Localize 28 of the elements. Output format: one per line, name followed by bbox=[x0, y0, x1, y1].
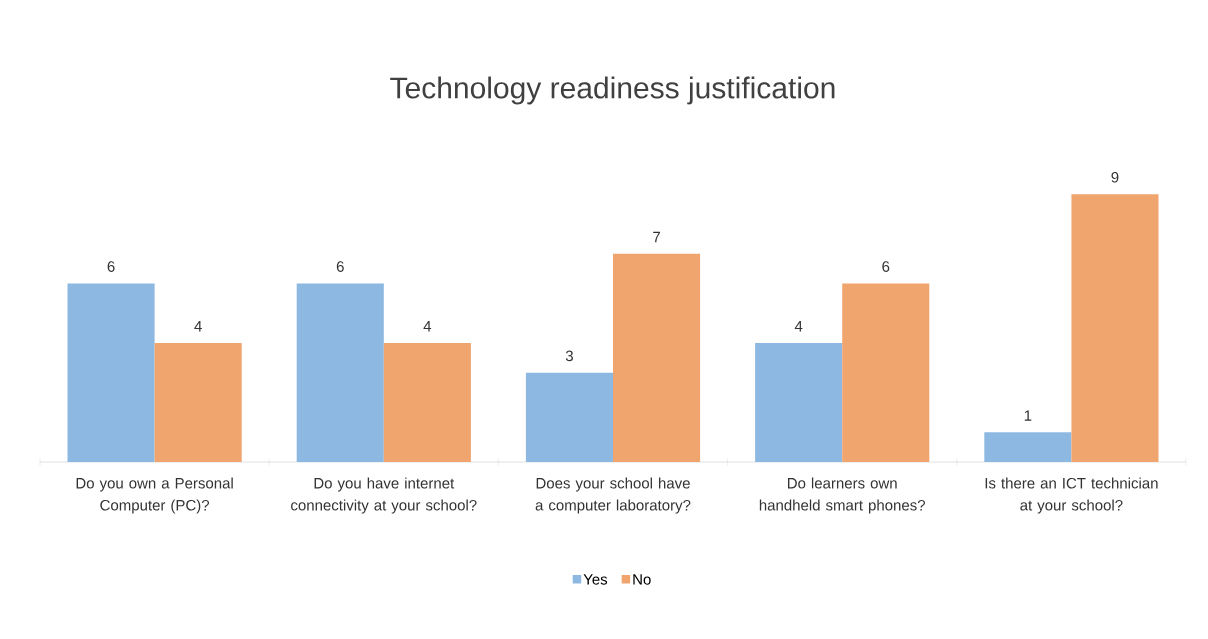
bar bbox=[984, 432, 1072, 462]
data-label: 3 bbox=[565, 350, 573, 362]
bar bbox=[383, 342, 471, 462]
data-label: 6 bbox=[882, 261, 890, 272]
bar bbox=[613, 253, 701, 462]
bar bbox=[755, 342, 843, 462]
bar bbox=[296, 283, 384, 462]
x-tick-label: Do you have internet connectivity at your school? bbox=[291, 477, 477, 514]
bar bbox=[154, 342, 242, 462]
data-label: 4 bbox=[794, 321, 803, 332]
bar bbox=[842, 283, 930, 462]
bar bbox=[525, 372, 613, 462]
x-tick-label: Do learners own handheld smart phones? bbox=[759, 477, 925, 514]
data-label: 6 bbox=[336, 261, 344, 272]
data-label: 6 bbox=[107, 261, 115, 272]
x-tick-label: Is there an ICT technician at your school? bbox=[985, 477, 1158, 514]
data-label: 4 bbox=[423, 321, 432, 332]
legend-label: Yes bbox=[583, 574, 608, 585]
data-label: 9 bbox=[1111, 172, 1119, 183]
data-label: 1 bbox=[1024, 410, 1032, 421]
data-label: 7 bbox=[653, 231, 660, 243]
bar bbox=[67, 283, 155, 462]
chart-title: Technology readiness justification bbox=[390, 76, 835, 105]
data-label: 4 bbox=[194, 321, 202, 332]
x-tick-label: Does your school have a computer laboratory? bbox=[535, 477, 691, 514]
bar bbox=[1071, 194, 1159, 462]
x-tick-label: Do you own a Personal Computer (PC)? bbox=[76, 477, 233, 514]
legend-label: No bbox=[633, 574, 651, 585]
